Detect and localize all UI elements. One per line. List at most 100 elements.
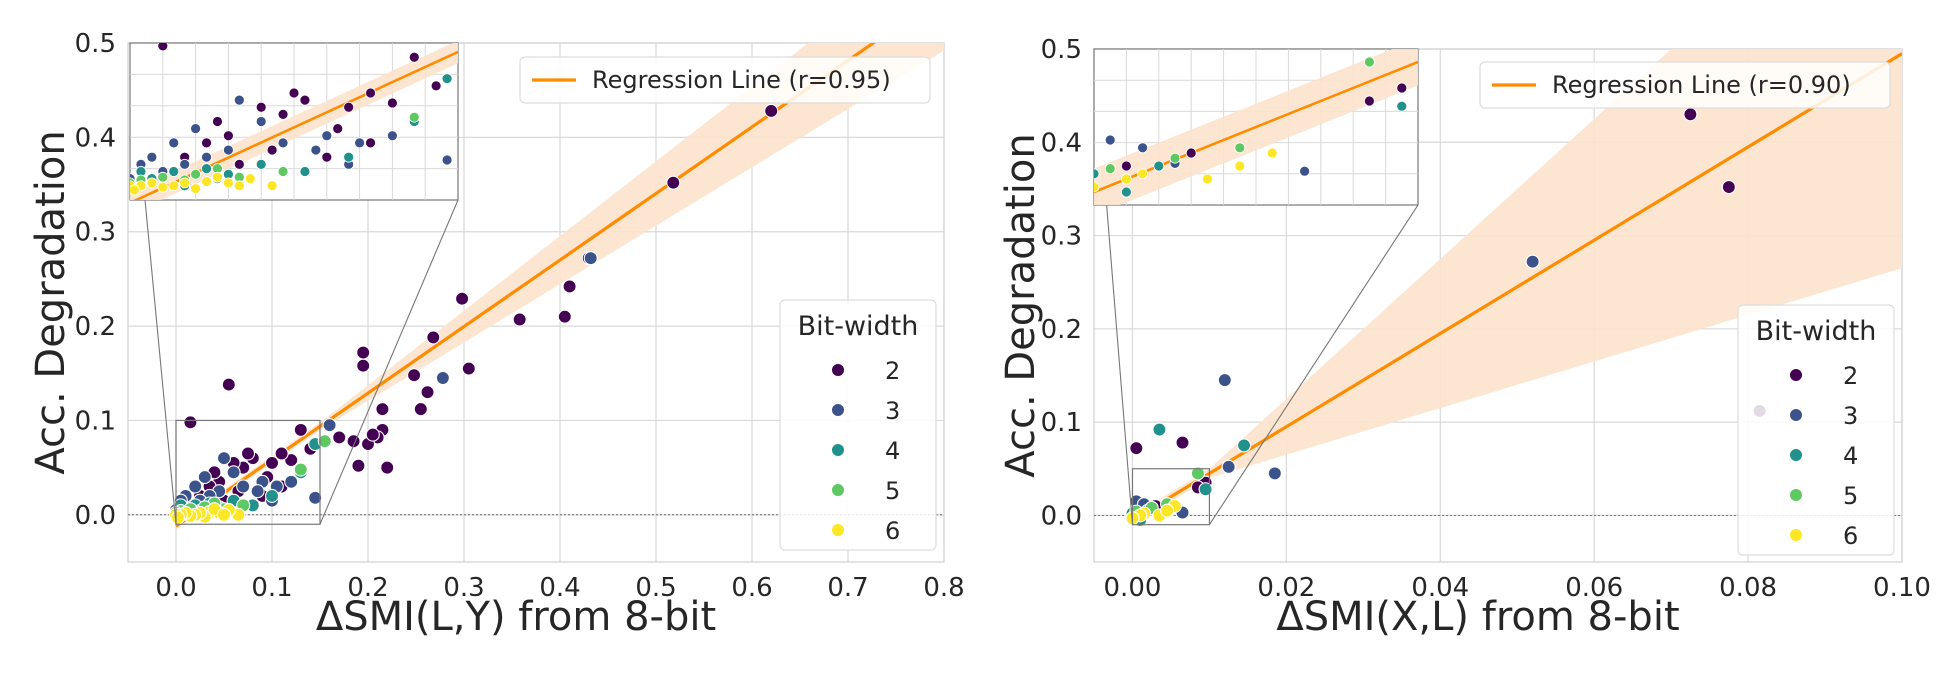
x-tick-label: 0.0 <box>155 573 196 603</box>
inset-data-point <box>222 130 234 142</box>
data-point <box>557 309 572 324</box>
x-tick-label: 0.00 <box>1104 573 1162 603</box>
data-point <box>188 479 203 494</box>
x-tick-label: 0.10 <box>1873 573 1931 603</box>
legend-title: Bit-width <box>1756 316 1877 347</box>
axes-frame <box>127 42 945 563</box>
legend-regression-label: Regression Line (r=0.95) <box>592 66 891 94</box>
axes-frame <box>1093 48 1903 563</box>
legend-box <box>779 299 937 551</box>
inset-data-point <box>1202 173 1213 185</box>
legend-marker-bit-2 <box>831 363 845 377</box>
inset-data-point <box>201 176 212 187</box>
confidence-band <box>176 43 944 530</box>
data-point <box>1198 482 1213 497</box>
inset-data-point <box>354 137 366 149</box>
inset-data-point <box>1121 173 1132 185</box>
data-point <box>170 510 185 525</box>
legend-marker-bit-3 <box>1789 408 1803 422</box>
legend-entry-label: 5 <box>885 477 900 505</box>
inset-data-point <box>343 101 355 113</box>
data-point <box>1237 438 1252 453</box>
data-point <box>284 474 299 489</box>
data-point <box>1160 503 1175 518</box>
x-tick-label: 0.7 <box>827 573 868 603</box>
inset-data-point <box>1094 181 1100 193</box>
x-tick-label: 0.2 <box>347 573 388 603</box>
data-point <box>764 103 779 118</box>
inset-data-point <box>299 94 311 106</box>
legend-entry-label: 2 <box>1843 362 1858 390</box>
inset-data-point <box>1104 134 1116 146</box>
inset-data-point <box>1121 160 1132 172</box>
inset-data-point <box>266 180 278 192</box>
inset-data-point <box>277 166 289 177</box>
inset-data-point <box>201 151 212 163</box>
inset-data-point <box>255 116 267 127</box>
inset-data-point <box>321 151 333 163</box>
data-point <box>236 479 251 494</box>
legend-regression-label: Regression Line (r=0.90) <box>1552 71 1851 99</box>
inset-data-point <box>430 80 442 92</box>
inset-data-point <box>233 158 245 170</box>
legend-marker-bit-5 <box>831 483 845 497</box>
y-tick-label: 0.3 <box>75 218 116 248</box>
data-point <box>455 291 470 306</box>
y-axis-label: Acc. Degradation <box>998 133 1044 477</box>
regression-line <box>1131 52 1902 522</box>
inset-data-point <box>190 168 202 180</box>
data-point <box>216 507 232 522</box>
data-point <box>1217 373 1232 388</box>
inset-data-point <box>365 87 376 99</box>
data-point <box>356 345 371 360</box>
y-tick-label: 0.5 <box>1041 35 1082 65</box>
y-tick-label: 0.4 <box>1041 128 1082 158</box>
x-tick-label: 0.3 <box>443 573 484 603</box>
inset-data-point <box>1396 82 1408 94</box>
x-tick-label: 0.5 <box>635 573 676 603</box>
data-point <box>1221 459 1236 474</box>
inset-data-point <box>1153 160 1165 172</box>
data-point <box>351 458 366 473</box>
x-tick-label: 0.06 <box>1565 573 1623 603</box>
y-tick-label: 0.2 <box>75 312 116 342</box>
legend-entry-label: 6 <box>885 517 900 545</box>
inset-data-point <box>1266 147 1278 159</box>
inset-band <box>130 43 458 200</box>
inset-data-point <box>321 130 333 142</box>
inset-data-point <box>1137 168 1148 180</box>
legend-entry-label: 4 <box>1843 442 1858 470</box>
inset-regression-line <box>1094 60 1418 194</box>
inset-axes <box>1093 48 1419 206</box>
inset-data-point <box>222 177 234 189</box>
inset-data-point <box>1299 165 1310 177</box>
legend-marker-bit-3 <box>831 403 845 417</box>
zoom-box <box>175 419 321 525</box>
data-point <box>322 418 337 433</box>
inset-data-point <box>408 111 420 123</box>
inset-data-point <box>266 144 278 156</box>
zoom-connector <box>319 199 459 525</box>
inset-data-point <box>179 177 191 189</box>
inset-data-point <box>244 173 256 184</box>
zoom-box <box>1131 468 1211 526</box>
inset-data-point <box>255 101 267 113</box>
data-point <box>264 455 280 470</box>
x-axis-label: ΔSMI(L,Y) from 8-bit <box>316 594 716 640</box>
data-point <box>308 490 323 505</box>
inset-axes <box>129 42 459 201</box>
data-point <box>375 402 390 417</box>
inset-data-point <box>157 43 169 52</box>
inset-data-point <box>1169 152 1181 164</box>
inset-data-point <box>343 151 355 163</box>
inset-data-point <box>1364 95 1375 107</box>
inset-data-point <box>222 144 234 156</box>
legend-entry-label: 3 <box>885 397 900 425</box>
data-point <box>562 279 577 294</box>
inset-data-point <box>201 137 212 149</box>
y-tick-label: 0.0 <box>75 501 116 531</box>
y-tick-label: 0.3 <box>1041 222 1082 252</box>
y-tick-label: 0.4 <box>75 123 116 153</box>
x-tick-label: 0.4 <box>539 573 580 603</box>
